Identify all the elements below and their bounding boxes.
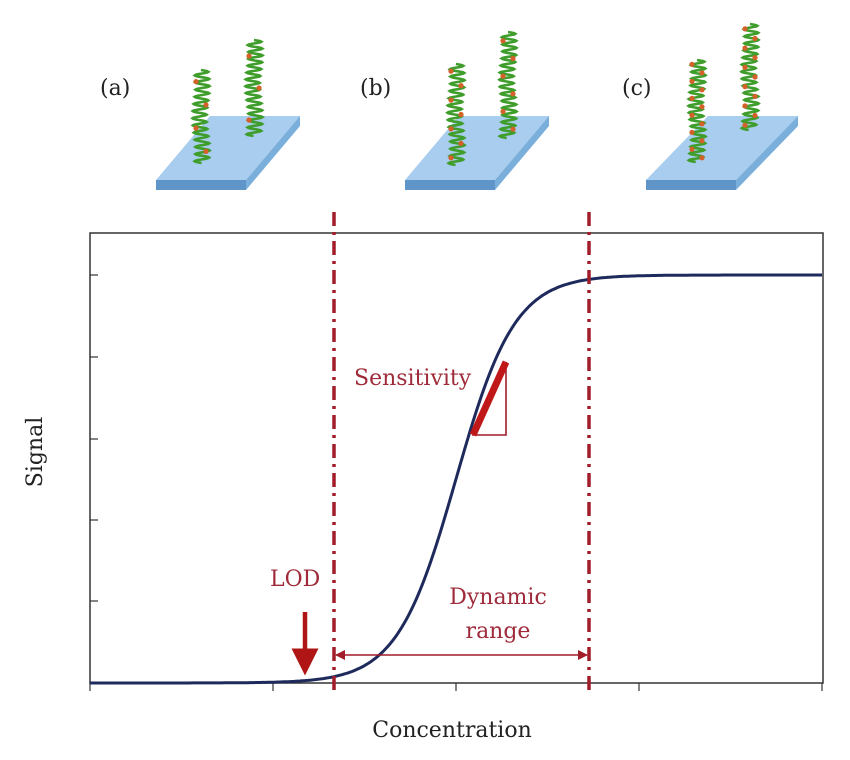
bound-target-dot	[193, 79, 199, 85]
bound-target-dot	[752, 35, 758, 42]
sensor-slide-a	[156, 116, 300, 190]
probe-strand	[243, 38, 265, 138]
bound-target-dot	[448, 155, 454, 161]
probe-strands-a	[190, 38, 265, 165]
bound-target-dot	[458, 111, 464, 118]
panel-c: (c)	[622, 22, 798, 190]
bound-target-dot	[246, 117, 252, 123]
dynamic-range-label-line2: range	[466, 619, 531, 644]
panel-label-b: (b)	[360, 76, 391, 101]
bound-target-dot	[742, 84, 748, 90]
bound-target-dot	[458, 140, 464, 146]
bound-target-dot	[256, 85, 262, 91]
bound-target-dot	[500, 38, 506, 44]
bound-target-dot	[742, 26, 748, 32]
probe-strand	[739, 22, 761, 132]
sensitivity-label: Sensitivity	[354, 366, 472, 391]
bound-target-dot	[752, 112, 758, 119]
bound-target-dot	[742, 103, 748, 109]
bound-target-dot	[510, 126, 516, 132]
plot-frame	[89, 232, 824, 684]
bound-target-dot	[689, 61, 695, 67]
bound-target-dot	[699, 138, 705, 144]
x-axis-label: Concentration	[372, 718, 532, 743]
probe-strand	[190, 68, 212, 165]
bound-target-dot	[246, 53, 252, 59]
y-axis-ticks	[90, 274, 98, 602]
y-axis-label: Signal	[23, 417, 48, 488]
bound-target-dot	[193, 125, 199, 131]
probe-strands-b	[445, 30, 519, 167]
bound-target-dot	[448, 68, 454, 74]
bound-target-dot	[752, 74, 758, 80]
bound-target-dot	[500, 108, 506, 115]
probe-strand	[686, 58, 708, 164]
dynamic-range-label-line1: Dynamic	[449, 585, 547, 610]
bound-target-dot	[699, 70, 705, 76]
bound-target-dot	[689, 129, 695, 135]
bound-target-dot	[689, 146, 695, 152]
panel-b: (b)	[360, 30, 549, 190]
bound-target-dot	[752, 93, 758, 99]
bound-target-dot	[458, 83, 464, 89]
bound-target-dot	[742, 45, 748, 51]
bound-target-dot	[689, 95, 695, 101]
panel-a: (a)	[100, 38, 300, 190]
bound-target-dot	[510, 55, 516, 62]
sensor-slide-b	[405, 116, 549, 190]
panel-label-a: (a)	[100, 76, 130, 101]
lod-label: LOD	[270, 567, 320, 592]
probe-strand	[445, 62, 467, 167]
bound-target-dot	[203, 102, 209, 108]
bound-target-dot	[699, 155, 705, 161]
response-curve	[90, 273, 822, 685]
bound-target-dot	[448, 126, 454, 132]
bound-target-dot	[699, 121, 705, 127]
bound-target-dot	[699, 87, 705, 93]
bound-target-dot	[203, 148, 209, 154]
bound-target-dot	[742, 64, 748, 70]
sensor-slide-c	[646, 116, 798, 190]
bound-target-dot	[448, 97, 454, 103]
probe-strand	[497, 30, 519, 140]
panel-label-c: (c)	[622, 76, 652, 101]
bound-target-dot	[500, 73, 506, 79]
sensitivity-indicator	[469, 360, 510, 437]
bound-target-dot	[742, 122, 748, 128]
bound-target-dot	[689, 112, 695, 118]
bound-target-dot	[510, 91, 516, 97]
bound-target-dot	[689, 78, 695, 84]
probe-strands-c	[686, 22, 761, 164]
bound-target-dot	[699, 104, 705, 110]
bound-target-dot	[752, 55, 758, 61]
